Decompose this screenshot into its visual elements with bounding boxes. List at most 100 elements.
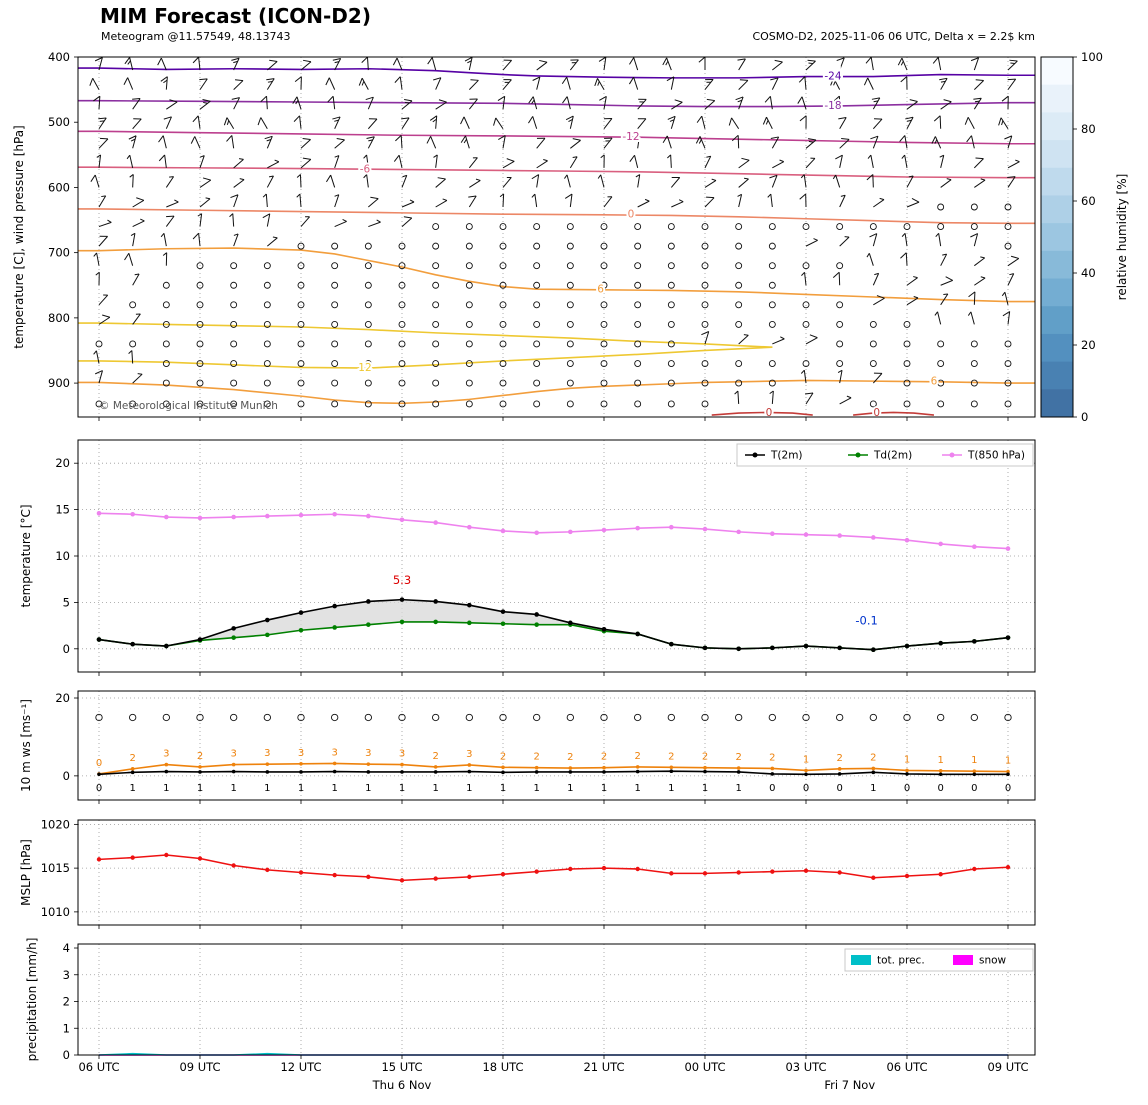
svg-text:40: 40	[1081, 266, 1096, 280]
svg-text:-18: -18	[824, 100, 841, 112]
svg-text:3: 3	[365, 748, 371, 759]
svg-text:800: 800	[48, 311, 70, 325]
svg-text:0: 0	[1081, 410, 1088, 424]
svg-text:2: 2	[63, 995, 70, 1009]
svg-text:Fri 7 Nov: Fri 7 Nov	[824, 1078, 875, 1092]
svg-text:03 UTC: 03 UTC	[785, 1060, 826, 1074]
svg-text:06 UTC: 06 UTC	[78, 1060, 119, 1074]
svg-text:3: 3	[63, 968, 70, 982]
svg-text:1: 1	[298, 783, 304, 794]
svg-text:-6: -6	[360, 164, 371, 176]
svg-text:15: 15	[55, 503, 70, 517]
svg-text:6: 6	[931, 376, 938, 388]
svg-text:0: 0	[803, 783, 809, 794]
svg-text:20: 20	[1081, 338, 1096, 352]
svg-text:3: 3	[230, 749, 236, 760]
svg-text:1010: 1010	[41, 905, 70, 919]
panel-precipitation: tot. prec. snow 0 1 2 3 4 precipitation [mm/h]	[25, 938, 1036, 1062]
svg-text:12: 12	[358, 362, 371, 374]
svg-text:100: 100	[1081, 50, 1103, 64]
svg-text:snow: snow	[979, 955, 1007, 967]
svg-text:5: 5	[63, 595, 70, 609]
panel-mslp: 1010 1015 1020 MSLP [hPa]	[19, 817, 1036, 929]
svg-text:3: 3	[399, 749, 405, 760]
svg-text:2: 2	[129, 753, 135, 764]
svg-text:0: 0	[937, 783, 943, 794]
svg-text:1: 1	[702, 783, 708, 794]
svg-text:0: 0	[628, 209, 635, 221]
svg-text:0: 0	[96, 758, 102, 769]
svg-text:1: 1	[466, 783, 472, 794]
svg-text:600: 600	[48, 180, 70, 194]
svg-text:0: 0	[63, 642, 70, 656]
svg-text:2: 2	[567, 752, 573, 763]
svg-text:1: 1	[399, 783, 405, 794]
svg-text:4: 4	[63, 941, 70, 955]
svg-text:1: 1	[533, 783, 539, 794]
figure-subtitle: Meteogram @11.57549, 48.13743	[101, 30, 291, 43]
svg-text:1015: 1015	[41, 861, 70, 875]
svg-text:1: 1	[331, 783, 337, 794]
svg-text:2: 2	[634, 751, 640, 762]
svg-text:1: 1	[365, 783, 371, 794]
svg-text:700: 700	[48, 246, 70, 260]
svg-text:20: 20	[55, 691, 70, 705]
svg-text:0: 0	[769, 783, 775, 794]
svg-text:0: 0	[766, 407, 773, 419]
svg-text:temperature [C], wind pressure: temperature [C], wind pressure [hPa]	[12, 125, 26, 348]
copyright-note: © Meteorological Institute Munich	[99, 400, 278, 412]
svg-text:T(850 hPa): T(850 hPa)	[967, 450, 1025, 462]
svg-text:T(2m): T(2m)	[770, 450, 803, 462]
svg-text:precipitation [mm/h]: precipitation [mm/h]	[25, 938, 39, 1062]
svg-text:MSLP [hPa]: MSLP [hPa]	[19, 839, 33, 906]
svg-text:-0.1: -0.1	[855, 614, 877, 628]
svg-text:-24: -24	[824, 70, 841, 82]
svg-text:2: 2	[735, 752, 741, 763]
svg-text:80: 80	[1081, 122, 1096, 136]
svg-text:1: 1	[735, 783, 741, 794]
svg-text:2: 2	[432, 751, 438, 762]
svg-text:900: 900	[48, 376, 70, 390]
svg-text:2: 2	[533, 752, 539, 763]
svg-text:0: 0	[1005, 783, 1011, 794]
svg-text:3: 3	[163, 749, 169, 760]
svg-text:3: 3	[264, 748, 270, 759]
svg-text:temperature [°C]: temperature [°C]	[19, 505, 33, 608]
svg-text:0: 0	[971, 783, 977, 794]
svg-text:15 UTC: 15 UTC	[381, 1060, 422, 1074]
svg-text:06 UTC: 06 UTC	[886, 1060, 927, 1074]
svg-text:6: 6	[597, 284, 604, 296]
x-axis-labels: 06 UTC 09 UTC 12 UTC 15 UTC 18 UTC 21 UTC 00 U…	[78, 1060, 1028, 1092]
svg-text:1: 1	[264, 783, 270, 794]
panel-wind: 0 2 3 2 3 3 3 3 3 3 2 3 2 2 2 2 2 2 2 2 2 1 2 2 1 1 1 1 0 1 1 1 1 1 1 1 1 1 1 1…	[19, 690, 1036, 804]
svg-text:0: 0	[836, 783, 842, 794]
svg-text:09 UTC: 09 UTC	[179, 1060, 220, 1074]
svg-text:0: 0	[904, 783, 910, 794]
svg-text:2: 2	[197, 751, 203, 762]
svg-text:relative humidity [%]: relative humidity [%]	[1115, 174, 1129, 301]
svg-text:12 UTC: 12 UTC	[280, 1060, 321, 1074]
svg-text:Td(2m): Td(2m)	[873, 450, 912, 462]
svg-text:1: 1	[634, 783, 640, 794]
svg-text:0: 0	[63, 1048, 70, 1062]
svg-text:10: 10	[55, 549, 70, 563]
svg-text:1: 1	[937, 755, 943, 766]
svg-text:1: 1	[500, 783, 506, 794]
svg-text:5.3: 5.3	[393, 573, 411, 587]
svg-text:1: 1	[197, 783, 203, 794]
svg-text:Thu 6 Nov: Thu 6 Nov	[372, 1078, 432, 1092]
panel-temperature: 5.3 -0.1 T(2m) Td(2m) T(850 hPa) 0 5 10 15 20 temp…	[19, 439, 1036, 676]
svg-text:1: 1	[567, 783, 573, 794]
svg-text:1: 1	[971, 755, 977, 766]
svg-text:20: 20	[55, 456, 70, 470]
svg-text:1: 1	[668, 783, 674, 794]
svg-text:3: 3	[331, 747, 337, 758]
svg-text:1: 1	[432, 783, 438, 794]
svg-text:2: 2	[702, 752, 708, 763]
svg-text:1: 1	[601, 783, 607, 794]
page-title: MIM Forecast (ICON-D2)	[100, 4, 371, 28]
svg-text:1: 1	[1005, 756, 1011, 767]
svg-text:2: 2	[601, 752, 607, 763]
